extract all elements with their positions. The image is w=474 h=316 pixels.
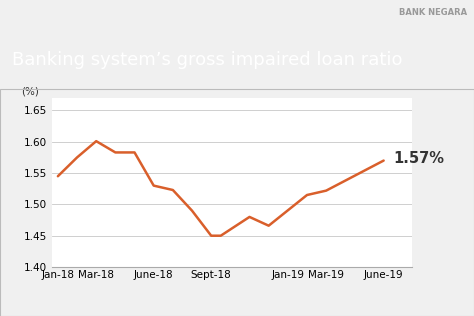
Text: 1.57%: 1.57% <box>393 151 444 166</box>
Text: Banking system’s gross impaired loan ratio: Banking system’s gross impaired loan rat… <box>12 51 402 69</box>
Text: (%): (%) <box>21 86 39 96</box>
Text: BANK NEGARA: BANK NEGARA <box>399 8 467 17</box>
